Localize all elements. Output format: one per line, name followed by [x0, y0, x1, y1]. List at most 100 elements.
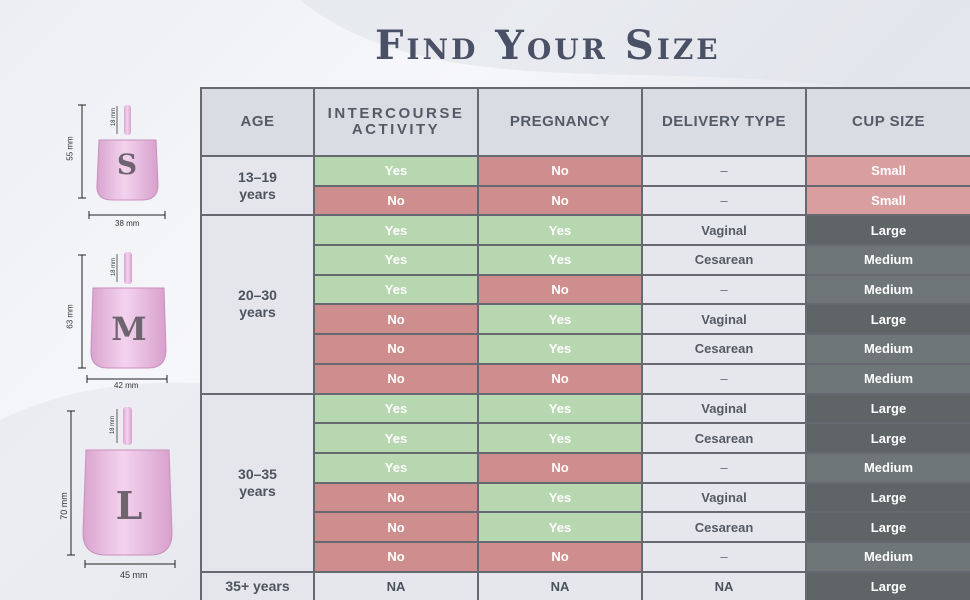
cup-large-illustration: [67, 407, 176, 568]
header-pregnancy: PREGNANCY: [477, 87, 643, 157]
delivery-type-cell: Vaginal: [641, 481, 807, 514]
table-row: 13–19 years Yes No – Small: [200, 154, 970, 217]
pregnancy-cell: Yes: [477, 333, 643, 365]
delivery-type-cell: Cesarean: [641, 422, 807, 454]
table-row: Yes No – Medium: [201, 273, 970, 306]
delivery-type-cell: Vaginal: [641, 214, 807, 247]
pregnancy-cell: Yes: [477, 481, 643, 514]
cup-size-cell: Large: [805, 481, 970, 514]
delivery-type-cell: –: [641, 362, 807, 395]
cup-medium-stem-label: 18 mm: [111, 257, 117, 277]
table-row: Yes Yes Cesarean Medium: [201, 244, 970, 276]
table-row: Yes Yes Cesarean Large: [201, 422, 970, 454]
intercourse-activity-cell: NA: [313, 570, 479, 600]
cup-size-cell: Small: [805, 184, 970, 217]
table-body: 13–19 years Yes No – Small No No – Small 20–30 year…: [200, 154, 970, 600]
cup-small-illustration: [78, 104, 166, 219]
delivery-type-cell: Vaginal: [641, 392, 807, 425]
cup-size-cell: Small: [805, 155, 970, 187]
intercourse-activity-cell: No: [313, 333, 479, 365]
delivery-type-cell: Cesarean: [641, 244, 807, 276]
pregnancy-cell: No: [477, 155, 643, 187]
pregnancy-cell: Yes: [477, 244, 643, 276]
table-row: 35+ years NA NA NA Large: [200, 570, 970, 600]
cup-size-cell: Medium: [805, 540, 970, 573]
pregnancy-cell: Yes: [477, 303, 643, 336]
cup-size-cell: Large: [805, 570, 970, 600]
delivery-type-cell: –: [641, 273, 807, 306]
pregnancy-cell: No: [477, 362, 643, 395]
intercourse-activity-cell: Yes: [313, 214, 479, 247]
pregnancy-cell: Yes: [477, 511, 643, 543]
delivery-type-cell: Vaginal: [641, 303, 807, 336]
table-row: 30–35 years Yes Yes Vaginal Large: [200, 392, 970, 573]
cup-medium-width-label: 42 mm: [114, 381, 139, 390]
cup-size-cell: Large: [805, 511, 970, 543]
table-row: No No – Medium: [201, 540, 970, 573]
pregnancy-cell: Yes: [477, 422, 643, 454]
pregnancy-cell: No: [477, 184, 643, 217]
table-row: No Yes Vaginal Large: [201, 481, 970, 514]
delivery-type-cell: –: [641, 451, 807, 484]
page-title: Find Your Size: [375, 22, 721, 69]
header-intercourse-activity: INTERCOURSE ACTIVITY: [313, 87, 479, 157]
table-row: No Yes Cesarean Medium: [201, 333, 970, 365]
header-row: AGE INTERCOURSE ACTIVITY PREGNANCY DELIV…: [200, 87, 970, 157]
cup-medium-height-label: 63 mm: [65, 304, 75, 329]
delivery-type-cell: Cesarean: [641, 333, 807, 365]
intercourse-activity-cell: Yes: [313, 422, 479, 454]
age-cell: 20–30 years: [200, 214, 315, 395]
header-delivery-type: DELIVERY TYPE: [641, 87, 807, 157]
header-cup-size: CUP SIZE: [805, 87, 970, 157]
intercourse-activity-cell: Yes: [313, 244, 479, 276]
pregnancy-cell: NA: [477, 570, 643, 600]
cup-small-stem-label: 18 mm: [111, 107, 117, 127]
cup-medium: M 63 mm 18 mm 42 mm: [60, 250, 200, 395]
intercourse-activity-cell: No: [313, 540, 479, 573]
age-cell: 35+ years: [200, 570, 315, 600]
cup-small: S 55 mm 18 mm 38 mm: [60, 100, 200, 235]
intercourse-activity-cell: Yes: [313, 273, 479, 306]
cup-medium-letter: M: [111, 310, 147, 348]
cup-large-stem-label: 18 mm: [110, 415, 116, 435]
cup-small-width-label: 38 mm: [115, 219, 140, 228]
cup-size-cell: Large: [805, 303, 970, 336]
cup-large-letter: L: [115, 483, 143, 528]
intercourse-activity-cell: No: [313, 184, 479, 217]
cup-size-cell: Medium: [805, 362, 970, 395]
table-row: No No – Small: [201, 184, 970, 217]
delivery-type-cell: –: [641, 540, 807, 573]
table-row: No Yes Cesarean Large: [201, 511, 970, 543]
header-age: AGE: [200, 87, 315, 157]
intercourse-activity-cell: Yes: [313, 451, 479, 484]
cup-size-cell: Medium: [805, 333, 970, 365]
cup-small-height-label: 55 mm: [65, 136, 75, 161]
delivery-type-cell: NA: [641, 570, 807, 600]
cup-size-cell: Large: [805, 392, 970, 425]
intercourse-activity-cell: No: [313, 481, 479, 514]
table-row: No Yes Vaginal Large: [201, 303, 970, 336]
table-row: No No – Medium: [201, 362, 970, 395]
intercourse-activity-cell: Yes: [313, 155, 479, 187]
cup-size-cell: Medium: [805, 451, 970, 484]
intercourse-activity-cell: No: [313, 362, 479, 395]
delivery-type-cell: –: [641, 184, 807, 217]
table-row: 20–30 years Yes Yes Vaginal Large: [200, 214, 970, 395]
pregnancy-cell: Yes: [477, 392, 643, 425]
cup-size-cell: Large: [805, 422, 970, 454]
intercourse-activity-cell: Yes: [313, 392, 479, 425]
pregnancy-cell: No: [477, 451, 643, 484]
intercourse-activity-cell: No: [313, 511, 479, 543]
cup-large-width-label: 45 mm: [120, 570, 148, 580]
cup-small-letter: S: [116, 148, 138, 181]
cup-size-cell: Large: [805, 214, 970, 247]
cup-medium-illustration: [78, 252, 168, 383]
cup-large: L 70 mm 18 mm 45 mm: [50, 405, 200, 590]
cup-size-cell: Medium: [805, 244, 970, 276]
size-table: AGE INTERCOURSE ACTIVITY PREGNANCY DELIV…: [200, 87, 970, 600]
delivery-type-cell: –: [641, 155, 807, 187]
pregnancy-cell: No: [477, 540, 643, 573]
cup-large-height-label: 70 mm: [59, 492, 69, 520]
pregnancy-cell: Yes: [477, 214, 643, 247]
age-cell: 30–35 years: [200, 392, 315, 573]
